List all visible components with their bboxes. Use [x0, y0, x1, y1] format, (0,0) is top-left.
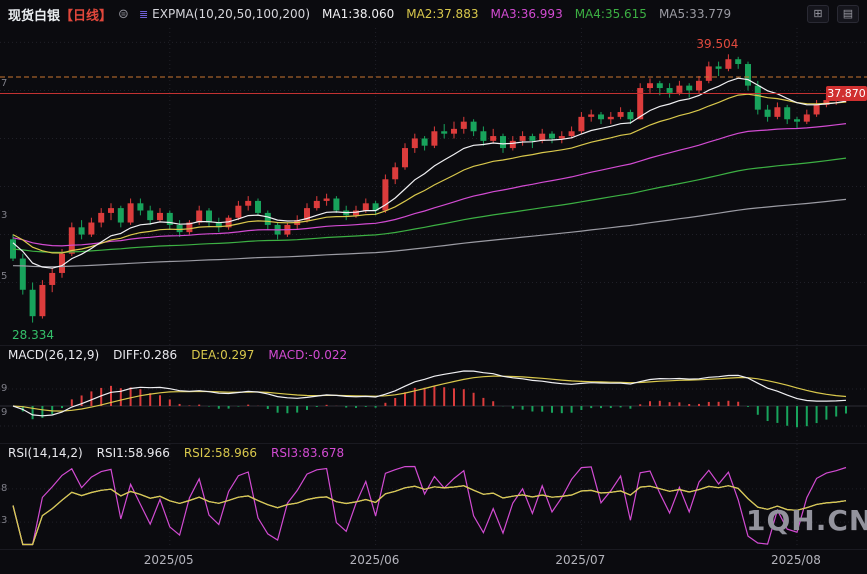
low-price-label: 28.334 [12, 327, 54, 342]
rsi2-value: RSI2:58.966 [183, 446, 258, 460]
macd-diff-value: DIFF:0.286 [113, 348, 178, 362]
x-axis: 2025/05 2025/06 2025/07 2025/08 [0, 553, 867, 573]
x-axis-label: 2025/08 [771, 553, 821, 567]
rsi3-value: RSI3:83.678 [271, 446, 345, 460]
macd-header: MACD(26,12,9) DIFF:0.286 DEA:0.297 MACD:… [8, 348, 347, 362]
rsi-params[interactable]: RSI(14,14,2) [8, 446, 83, 460]
rsi1-value: RSI1:58.966 [96, 446, 170, 460]
ma-value: MA3:36.993 [490, 7, 563, 21]
indicator-icon: ≣ [138, 7, 149, 21]
ma-value: MA2:37.883 [406, 7, 479, 21]
period-badge[interactable]: 【日线】 [60, 8, 113, 24]
watermark: 1QH.CN [746, 504, 867, 537]
ma-legend: MA1:38.060 MA2:37.883 MA3:36.993 MA4:35.615… [322, 7, 731, 21]
indicator-label[interactable]: EXPMA(10,20,50,100,200) [152, 7, 310, 21]
high-price-label: 39.504 [696, 37, 739, 52]
chart-header: 现货白银 【日线】 ⊜ ≣ EXPMA(10,20,50,100,200) MA… [0, 0, 867, 28]
ma-value: MA4:35.615 [574, 7, 647, 21]
rsi-header: RSI(14,14,2) RSI1:58.966 RSI2:58.966 RSI… [8, 446, 344, 460]
panel-split-icon: ⊞ [813, 8, 823, 20]
last-price-tag: 37.870 [826, 85, 867, 101]
x-axis-label: 2025/06 [349, 553, 400, 567]
instrument-name[interactable]: 现货白银 [8, 8, 61, 24]
panel-split-button[interactable]: ⊞ [807, 5, 829, 23]
instrument-settings-icon[interactable]: ⊜ [118, 6, 129, 22]
x-axis-label: 2025/05 [143, 553, 194, 567]
x-axis-label: 2025/07 [555, 553, 606, 567]
ma-value: MA1:38.060 [322, 7, 395, 21]
ma-value: MA5:33.779 [658, 7, 732, 21]
macd-params[interactable]: MACD(26,12,9) [8, 348, 100, 362]
macd-dea-value: DEA:0.297 [191, 348, 255, 362]
macd-macd-value: MACD:-0.022 [268, 348, 348, 362]
layout-grid-button[interactable]: ▤ [837, 5, 859, 23]
layout-grid-icon: ▤ [842, 8, 854, 20]
